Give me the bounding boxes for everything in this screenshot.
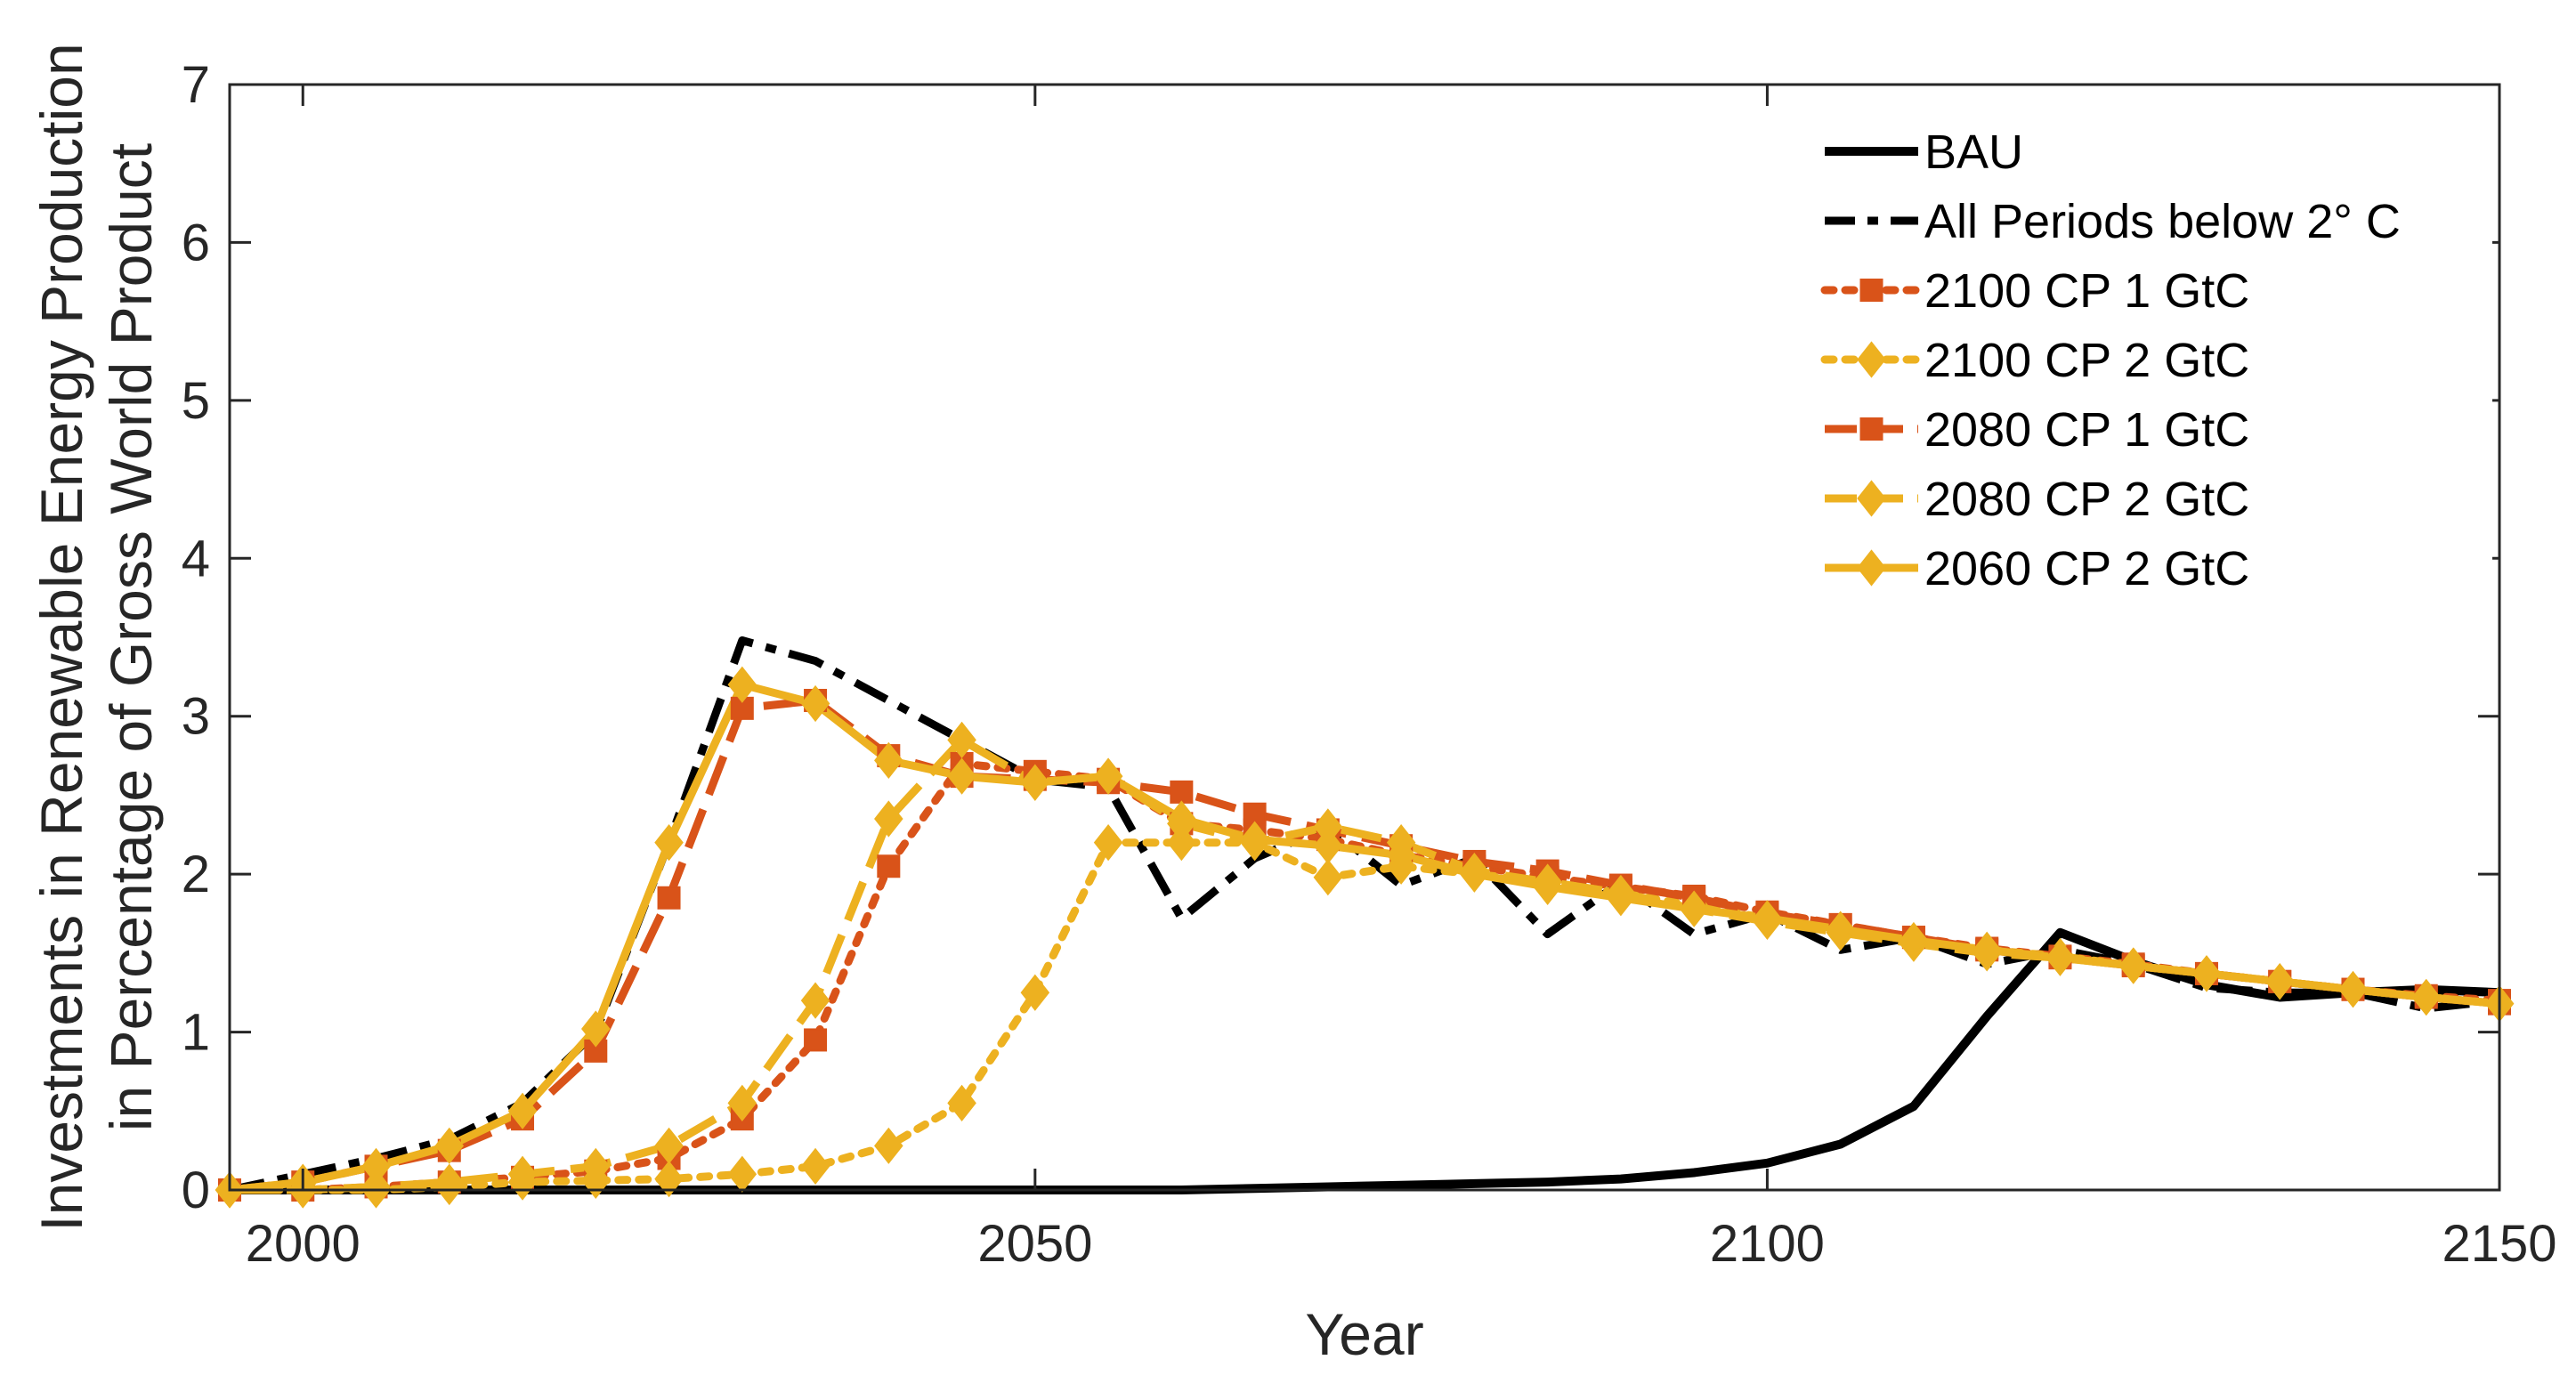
data-point: [361, 1168, 391, 1206]
data-point: [800, 684, 830, 723]
data-point: [2338, 971, 2368, 1008]
legend-item: 2100 CP 2 GtC: [1820, 334, 2249, 387]
legend: BAU All Periods below 2° C 2100 CP 1 GtC 21…: [1807, 114, 2492, 612]
data-point: [800, 1147, 830, 1185]
data-point: [1386, 837, 1416, 874]
data-point: [1679, 890, 1709, 927]
legend-marker: [1859, 417, 1883, 441]
legend-marker: [1859, 279, 1883, 302]
data-point: [1167, 800, 1196, 838]
y-tick-label: 7: [182, 56, 210, 114]
legend-marker: [1857, 341, 1886, 378]
data-point: [1093, 757, 1123, 795]
data-point: [1606, 879, 1636, 917]
legend-item: 2100 CP 1 GtC: [1820, 264, 2249, 318]
data-point: [1533, 868, 1562, 905]
data-point: [1460, 855, 1489, 893]
y-tick-label: 2: [182, 846, 210, 903]
data-point: [1313, 859, 1343, 896]
data-point: [874, 1127, 903, 1164]
data-point: [947, 757, 976, 795]
legend-item: 2080 CP 2 GtC: [1825, 473, 2249, 526]
x-axis: 2000 2050 2100 2150: [246, 85, 2557, 1273]
data-point: [800, 982, 830, 1019]
legend-box: [1807, 114, 2492, 612]
legend-label: 2060 CP 2 GtC: [1924, 542, 2249, 595]
y-tick-label: 5: [182, 372, 210, 430]
x-tick-label: 2000: [246, 1215, 360, 1273]
legend-label: 2100 CP 1 GtC: [1924, 264, 2249, 318]
data-point: [1899, 922, 1929, 959]
data-point: [727, 666, 757, 703]
y-tick-label: 0: [182, 1162, 210, 1219]
data-point: [947, 721, 976, 758]
legend-marker: [1857, 480, 1886, 517]
legend-item: BAU: [1825, 125, 2023, 179]
data-point: [2264, 963, 2295, 1000]
y-tick-label: 1: [182, 1004, 210, 1062]
legend-label: 2100 CP 2 GtC: [1924, 334, 2249, 387]
markers-layer: [215, 666, 2515, 1209]
y-tick-label: 3: [182, 688, 210, 746]
data-point: [2118, 947, 2148, 984]
data-point: [874, 741, 903, 780]
series-line-2080-cp-2-gtc: [230, 735, 2500, 1194]
plot-frame: [228, 83, 2501, 1192]
legend-label: 2080 CP 2 GtC: [1924, 473, 2249, 526]
legend-label: All Periods below 2° C: [1924, 195, 2401, 248]
data-point: [654, 1160, 684, 1198]
y-axis: 0 1 2 3 4 5 6 7: [182, 56, 2499, 1219]
x-tick-label: 2150: [2442, 1215, 2556, 1273]
data-point: [361, 1147, 391, 1185]
data-point: [1170, 780, 1194, 804]
data-point: [581, 1010, 611, 1048]
legend-item: 2080 CP 1 GtC: [1825, 403, 2249, 457]
data-point: [2045, 939, 2075, 976]
data-point: [1020, 764, 1050, 801]
data-point: [581, 1147, 611, 1185]
data-point: [1313, 827, 1343, 864]
data-point: [654, 1127, 684, 1164]
data-point: [1093, 824, 1123, 862]
y-axis-label-line1: Investments in Renewable Energy Producti…: [28, 43, 94, 1231]
x-axis-label: Year: [1305, 1301, 1423, 1367]
legend-item: 2060 CP 2 GtC: [1825, 542, 2249, 595]
data-point: [434, 1127, 465, 1164]
data-point: [1753, 900, 1782, 937]
x-tick-label: 2100: [1710, 1215, 1825, 1273]
data-point: [2191, 955, 2222, 992]
data-point: [507, 1092, 538, 1129]
legend-marker: [1857, 549, 1886, 587]
data-point: [1020, 974, 1050, 1011]
x-tick-label: 2050: [977, 1215, 1092, 1273]
data-point: [657, 886, 681, 910]
data-point: [727, 1084, 757, 1122]
data-point: [1240, 821, 1269, 858]
y-tick-label: 6: [182, 214, 210, 271]
data-point: [947, 1084, 976, 1122]
data-point: [877, 854, 901, 878]
legend-label: BAU: [1924, 125, 2023, 179]
y-axis-label-line2: in Percentage of Gross World Product: [98, 143, 164, 1131]
data-point: [804, 1028, 828, 1052]
data-point: [654, 824, 684, 862]
data-point: [2411, 978, 2442, 1016]
y-tick-label: 4: [182, 530, 210, 587]
data-point: [874, 800, 903, 838]
data-point: [1826, 911, 1855, 948]
data-point: [1167, 824, 1196, 862]
legend-item: All Periods below 2° C: [1825, 195, 2401, 248]
data-point: [1972, 931, 2002, 968]
legend-label: 2080 CP 1 GtC: [1924, 403, 2249, 457]
